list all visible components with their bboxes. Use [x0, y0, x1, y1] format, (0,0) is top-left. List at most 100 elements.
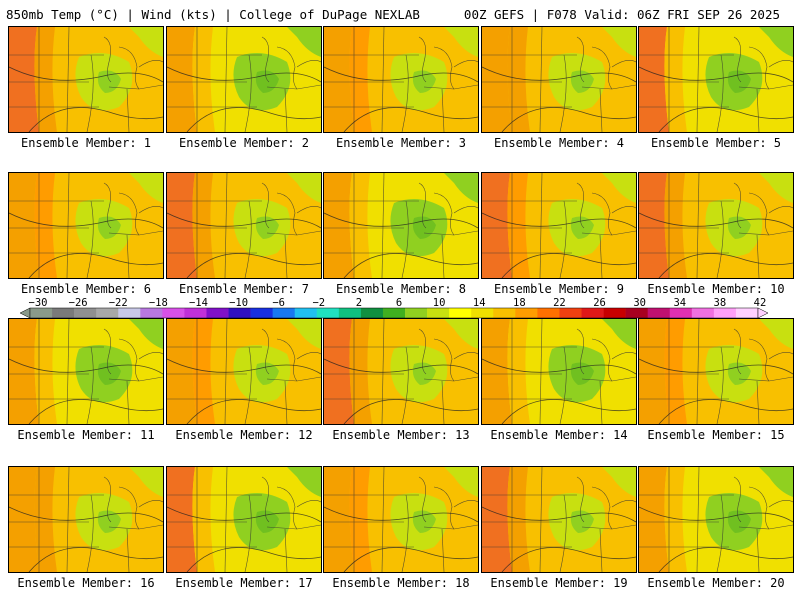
ensemble-member-label: Ensemble Member: 6: [20, 282, 152, 296]
ensemble-map-panel: [323, 172, 479, 279]
colorbar-segment: [625, 308, 648, 318]
ensemble-member-label: Ensemble Member: 13: [332, 428, 470, 442]
temperature-map: [639, 27, 793, 132]
colorbar-tick-label: 14: [472, 297, 486, 309]
colorbar-segment: [449, 308, 472, 318]
colorbar-segment: [272, 308, 296, 318]
colorbar-tick-label: 6: [395, 297, 403, 309]
ensemble-member-label: Ensemble Member: 17: [175, 576, 313, 590]
ensemble-map-panel: [481, 466, 637, 573]
temperature-map: [9, 27, 163, 132]
colorbar-segment: [537, 308, 560, 318]
colorbar-segment: [206, 308, 229, 318]
ensemble-member-label: Ensemble Member: 10: [647, 282, 785, 296]
colorbar-segment: [228, 308, 251, 318]
ensemble-member-label: Ensemble Member: 14: [490, 428, 628, 442]
temperature-colorbar: [20, 307, 768, 319]
colorbar-tick-label: −6: [272, 297, 285, 309]
colorbar-tick-label: 42: [753, 297, 767, 309]
temperature-map: [324, 173, 478, 278]
colorbar-tick-label: −22: [108, 297, 128, 309]
colorbar-tick-label: −30: [28, 297, 48, 309]
ensemble-map-panel: [323, 466, 479, 573]
ensemble-map-panel: [8, 172, 164, 279]
colorbar-min-arrow: [20, 307, 31, 319]
colorbar-segment: [427, 308, 450, 318]
colorbar-segment: [184, 308, 207, 318]
colorbar-segment: [294, 308, 318, 318]
colorbar-segment: [493, 308, 516, 318]
colorbar-segment: [515, 308, 538, 318]
colorbar-tick-label: 22: [553, 297, 566, 309]
ensemble-map-panel: [8, 318, 164, 425]
colorbar-segment: [316, 308, 340, 318]
colorbar-segment: [669, 308, 693, 318]
colorbar-graphic: [20, 307, 768, 319]
colorbar-segment: [405, 308, 428, 318]
colorbar-segment: [691, 308, 715, 318]
ensemble-map-panel: [481, 318, 637, 425]
colorbar-segment: [30, 308, 53, 318]
ensemble-member-label: Ensemble Member: 3: [335, 136, 467, 150]
colorbar-tick-label: −2: [312, 297, 326, 309]
ensemble-map-panel: [638, 466, 794, 573]
ensemble-member-label: Ensemble Member: 19: [490, 576, 628, 590]
ensemble-map-panel: [8, 466, 164, 573]
ensemble-member-label: Ensemble Member: 9: [493, 282, 625, 296]
colorbar-segment: [74, 308, 97, 318]
colorbar-segment: [338, 308, 362, 318]
ensemble-map-panel: [638, 26, 794, 133]
model-valid-time: 00Z GEFS | F078 Valid: 06Z FRI SEP 26 20…: [463, 7, 780, 22]
temperature-map: [167, 27, 321, 132]
ensemble-member-label: Ensemble Member: 5: [650, 136, 782, 150]
ensemble-map-panel: [166, 26, 322, 133]
temperature-map: [324, 27, 478, 132]
ensemble-member-label: Ensemble Member: 12: [175, 428, 313, 442]
colorbar-tick-label: −10: [229, 297, 249, 309]
colorbar-segment: [471, 308, 494, 318]
colorbar-max-arrow: [757, 307, 768, 319]
colorbar-segment: [713, 308, 737, 318]
ensemble-map-panel: [638, 172, 794, 279]
ensemble-map-panel: [166, 466, 322, 573]
temperature-map: [167, 173, 321, 278]
colorbar-tick-label: 26: [593, 297, 606, 309]
ensemble-member-label: Ensemble Member: 18: [332, 576, 470, 590]
temperature-map: [482, 27, 636, 132]
colorbar-segment: [360, 308, 384, 318]
ensemble-member-label: Ensemble Member: 16: [17, 576, 155, 590]
colorbar-tick-label: −26: [68, 297, 88, 309]
colorbar-tick-label: 18: [513, 297, 526, 309]
temperature-map: [9, 319, 163, 424]
temperature-map: [324, 319, 478, 424]
colorbar-segment: [96, 308, 119, 318]
ensemble-map-panel: [8, 26, 164, 133]
temperature-map: [324, 467, 478, 572]
ensemble-member-label: Ensemble Member: 11: [17, 428, 155, 442]
colorbar-tick-label: −14: [188, 297, 208, 309]
colorbar-segment: [382, 308, 406, 318]
colorbar-segment: [581, 308, 604, 318]
ensemble-member-label: Ensemble Member: 2: [178, 136, 310, 150]
colorbar-segment: [250, 308, 273, 318]
ensemble-member-label: Ensemble Member: 8: [335, 282, 467, 296]
temperature-map: [639, 173, 793, 278]
colorbar-segment: [735, 308, 759, 318]
colorbar-segment: [162, 308, 185, 318]
colorbar-tick-label: 38: [713, 297, 727, 309]
colorbar-tick-label: 10: [432, 297, 446, 309]
colorbar-tick-label: −18: [148, 297, 168, 309]
ensemble-map-panel: [481, 172, 637, 279]
temperature-map: [167, 319, 321, 424]
temperature-map: [482, 173, 636, 278]
colorbar-tick-label: 2: [355, 297, 363, 309]
ensemble-member-label: Ensemble Member: 1: [20, 136, 152, 150]
ensemble-member-label: Ensemble Member: 20: [647, 576, 785, 590]
temperature-map: [482, 319, 636, 424]
temperature-map: [9, 173, 163, 278]
colorbar-tick-label: 34: [673, 297, 687, 309]
colorbar-segment: [647, 308, 671, 318]
colorbar-tick-label: 30: [633, 297, 646, 309]
colorbar-segment: [140, 308, 163, 318]
ensemble-map-panel: [638, 318, 794, 425]
